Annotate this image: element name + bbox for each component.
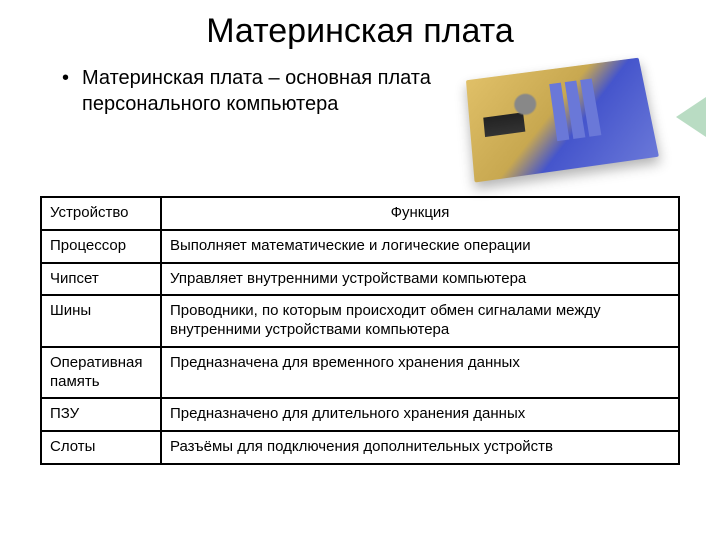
table-row: Шины Проводники, по которым происходит о…	[41, 295, 679, 347]
intro-row: Материнская плата – основная плата персо…	[0, 51, 720, 190]
table-row: Чипсет Управляет внутренними устройствам…	[41, 263, 679, 296]
cell-func: Выполняет математические и логические оп…	[161, 230, 679, 263]
table-row: Процессор Выполняет математические и лог…	[41, 230, 679, 263]
motherboard-image	[466, 58, 659, 183]
cell-device: Шины	[41, 295, 161, 347]
image-area	[470, 65, 680, 180]
intro-bullet: Материнская плата – основная плата персо…	[60, 65, 450, 117]
cell-func: Предназначено для длительного хранения д…	[161, 398, 679, 431]
nav-back-arrow-icon[interactable]	[676, 97, 706, 137]
cell-device: Оперативная память	[41, 347, 161, 399]
table-row: ПЗУ Предназначено для длительного хранен…	[41, 398, 679, 431]
cell-func: Предназначена для временного хранения да…	[161, 347, 679, 399]
cell-device: Чипсет	[41, 263, 161, 296]
table-row: Слоты Разъёмы для подключения дополнител…	[41, 431, 679, 464]
cell-device: ПЗУ	[41, 398, 161, 431]
cell-device: Процессор	[41, 230, 161, 263]
header-function: Функция	[161, 197, 679, 230]
cell-device: Слоты	[41, 431, 161, 464]
slide-title: Материнская плата	[0, 12, 720, 51]
cell-func: Проводники, по которым происходит обмен …	[161, 295, 679, 347]
components-table: Устройство Функция Процессор Выполняет м…	[40, 196, 680, 465]
cell-func: Разъёмы для подключения дополнительных у…	[161, 431, 679, 464]
header-device: Устройство	[41, 197, 161, 230]
table-header-row: Устройство Функция	[41, 197, 679, 230]
table-row: Оперативная память Предназначена для вре…	[41, 347, 679, 399]
cell-func: Управляет внутренними устройствами компь…	[161, 263, 679, 296]
